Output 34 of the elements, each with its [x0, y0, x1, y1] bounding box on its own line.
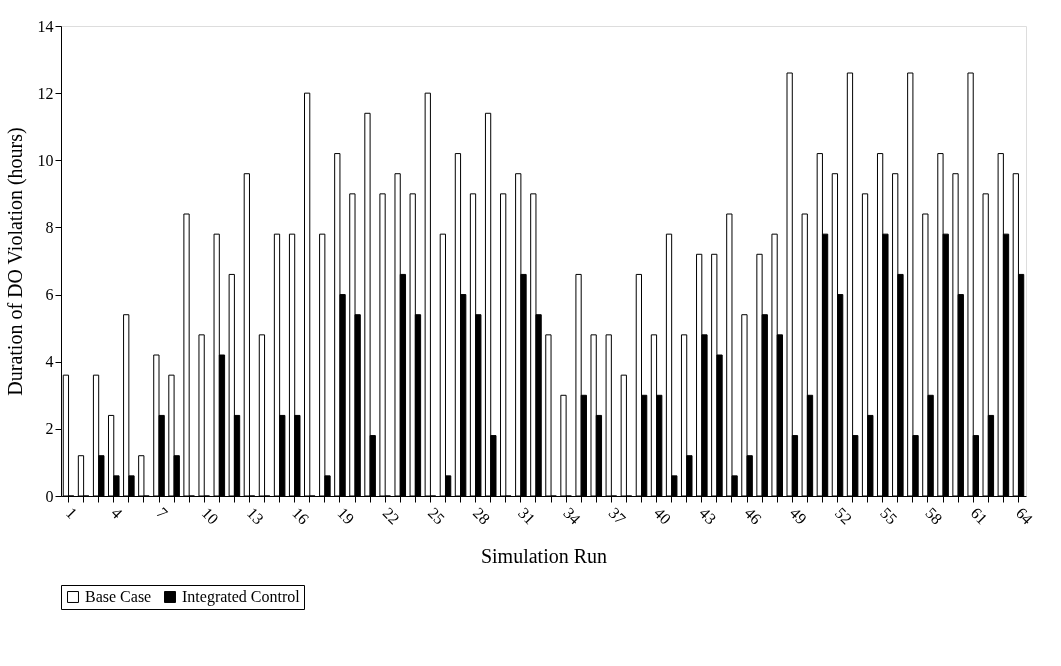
x-tick-label: 19 — [334, 504, 358, 528]
x-tick-label: 49 — [786, 504, 810, 528]
y-tick-label: 8 — [45, 218, 54, 236]
x-tick-label: 16 — [289, 504, 313, 528]
x-tick-label: 31 — [515, 504, 539, 528]
legend-label: Integrated Control — [182, 588, 301, 606]
x-tick-label: 7 — [153, 504, 172, 522]
legend-label: Base Case — [85, 588, 152, 605]
x-tick-label: 34 — [560, 504, 584, 528]
y-tick-label: 6 — [45, 286, 54, 304]
x-tick-label: 4 — [108, 504, 126, 522]
x-tick-label: 40 — [650, 504, 675, 528]
y-tick-label: 12 — [37, 84, 54, 102]
x-tick-label: 1 — [62, 504, 81, 522]
y-tick-label: 2 — [45, 420, 54, 438]
x-tick-label: 61 — [967, 504, 991, 528]
x-tick-label: 28 — [469, 504, 494, 528]
x-tick-label: 22 — [379, 504, 403, 528]
x-tick-label: 10 — [198, 504, 222, 528]
x-axis-title: Simulation Run — [480, 545, 608, 568]
y-tick-label: 10 — [37, 151, 54, 169]
x-tick-label: 64 — [1012, 504, 1037, 528]
x-tick-label: 37 — [605, 504, 630, 528]
x-tick-label: 52 — [831, 504, 856, 528]
x-tick-label: 13 — [243, 504, 268, 528]
y-tick-label: 4 — [45, 353, 54, 371]
y-tick-label: 14 — [37, 17, 54, 35]
x-tick-label: 55 — [877, 504, 901, 528]
y-axis-title: Duration of DO Violation (hours) — [3, 127, 27, 396]
x-tick-label: 43 — [696, 504, 720, 528]
x-tick-label: 46 — [741, 504, 765, 528]
y-tick-label: 0 — [45, 487, 54, 505]
x-tick-label: 25 — [424, 504, 449, 528]
x-tick-label: 58 — [922, 504, 946, 528]
